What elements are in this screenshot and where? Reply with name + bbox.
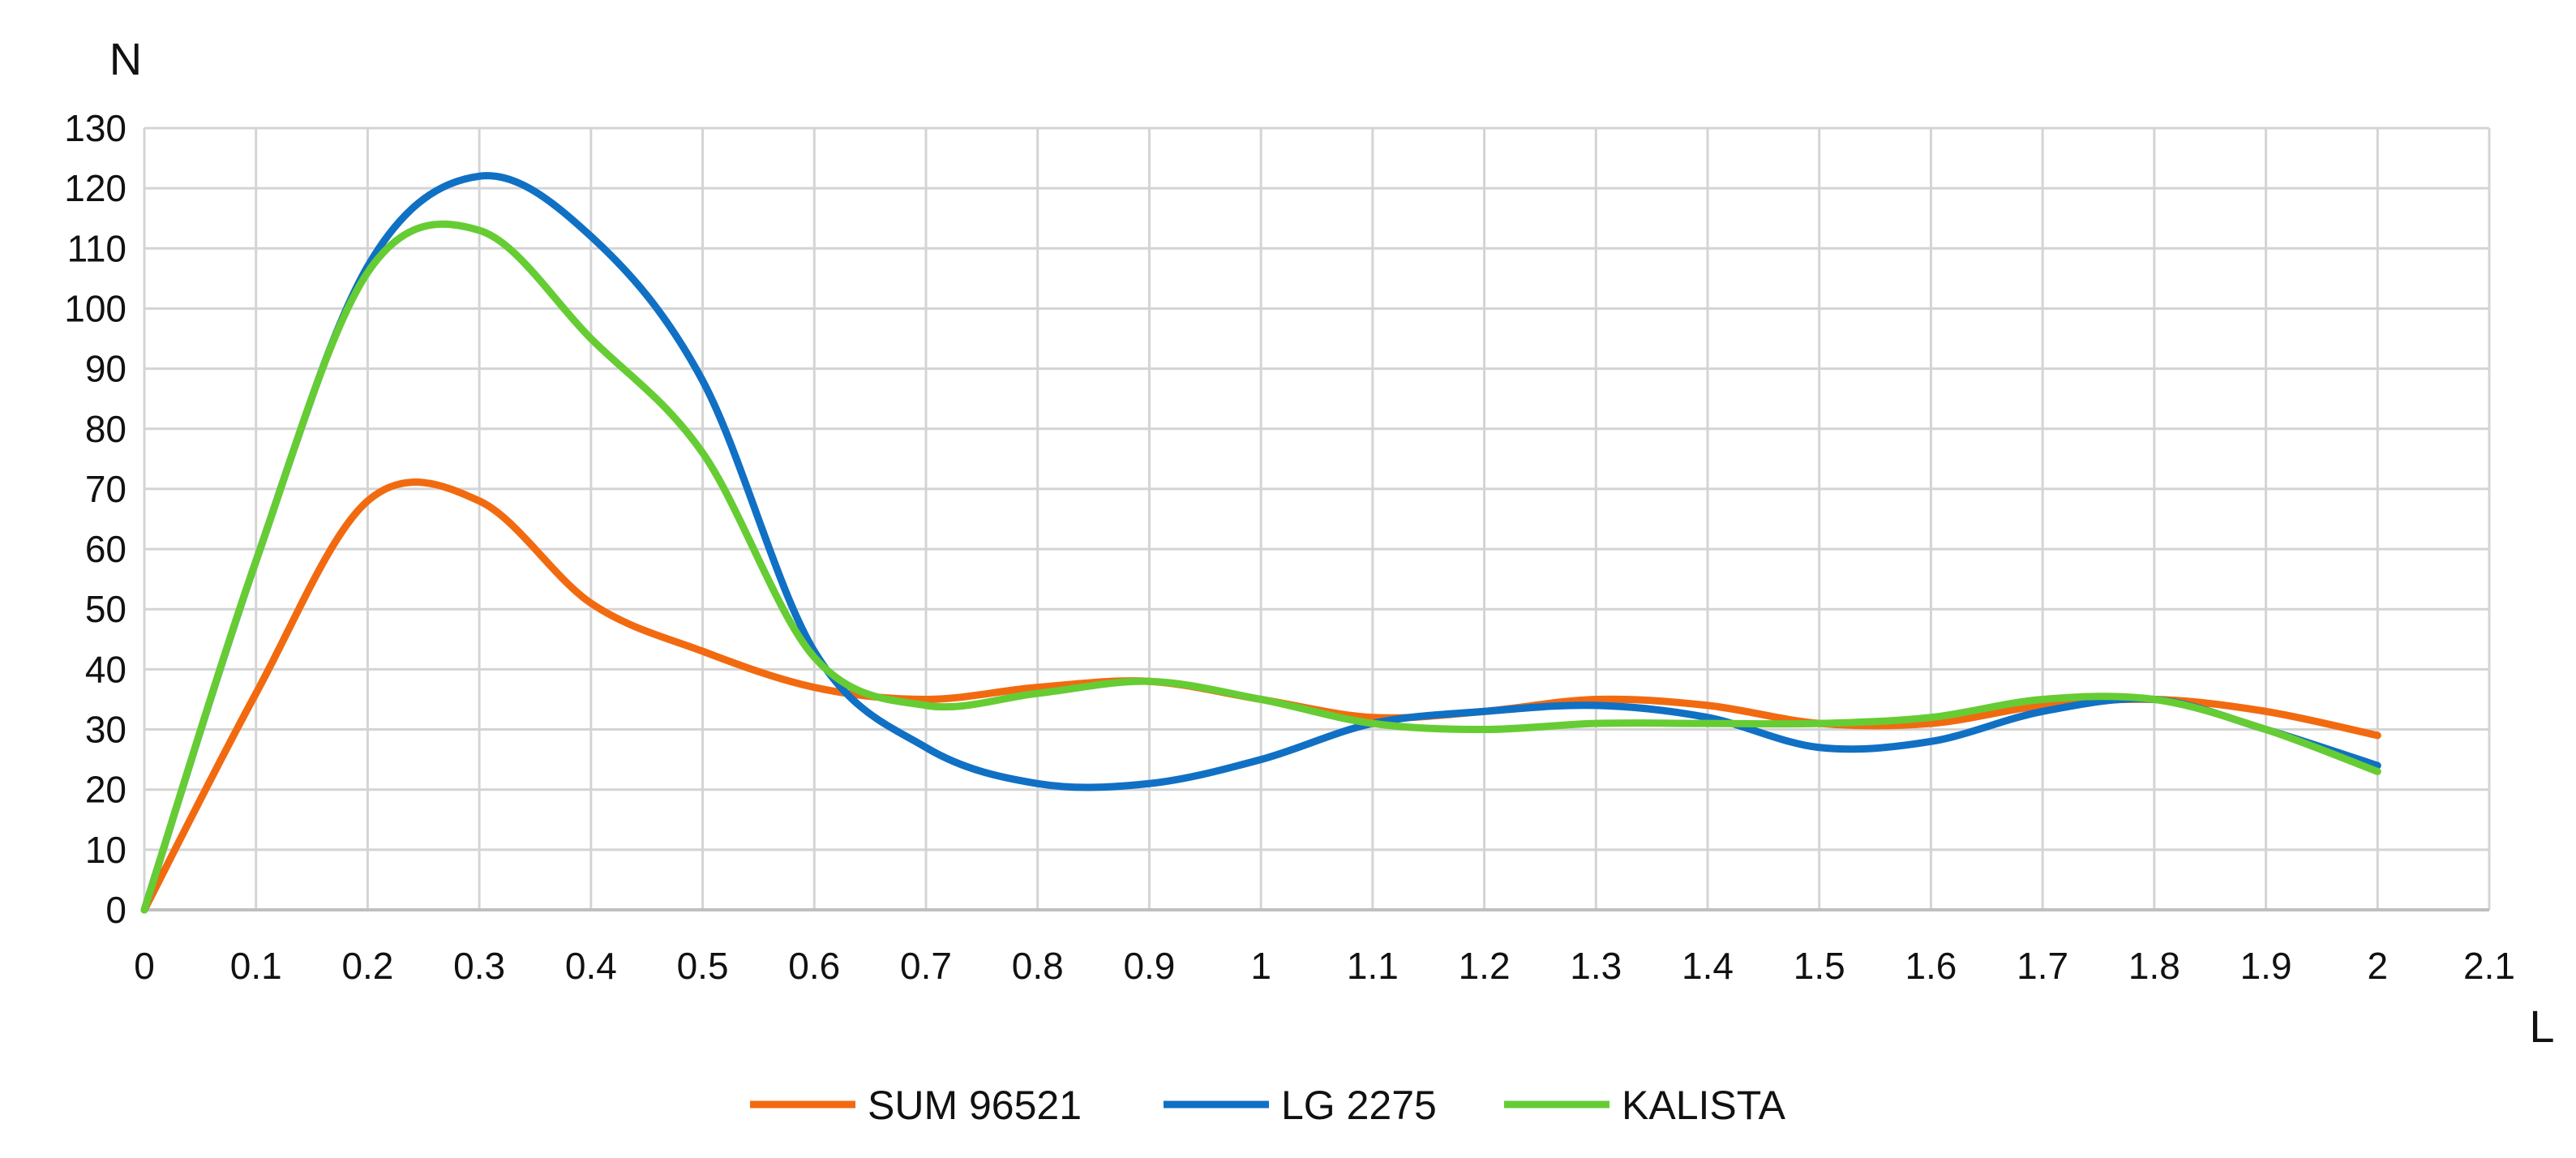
x-tick-label: 1 bbox=[1250, 945, 1271, 987]
x-tick-label: 0.9 bbox=[1123, 945, 1175, 987]
y-tick-label: 80 bbox=[85, 408, 126, 450]
x-tick-label: 0.5 bbox=[677, 945, 729, 987]
legend-label: LG 2275 bbox=[1281, 1083, 1437, 1128]
x-tick-label: 1.6 bbox=[1905, 945, 1957, 987]
y-tick-label: 60 bbox=[85, 528, 126, 570]
y-tick-label: 70 bbox=[85, 468, 126, 510]
x-tick-label: 1.1 bbox=[1347, 945, 1399, 987]
y-tick-label: 20 bbox=[85, 769, 126, 811]
y-axis-title: N bbox=[109, 33, 142, 84]
x-tick-label: 0.6 bbox=[788, 945, 840, 987]
y-tick-label: 110 bbox=[67, 227, 126, 269]
legend: SUM 96521 LG 2275 KALISTA bbox=[750, 1083, 1786, 1128]
legend-label: SUM 96521 bbox=[868, 1083, 1082, 1128]
x-tick-label: 1.3 bbox=[1570, 945, 1622, 987]
series-line-1 bbox=[140, 172, 2381, 914]
x-tick-label: 1.4 bbox=[1682, 945, 1734, 987]
x-tick-label: 0.3 bbox=[453, 945, 505, 987]
y-tick-label: 90 bbox=[85, 348, 126, 390]
x-tick-label: 1.2 bbox=[1459, 945, 1511, 987]
x-tick-label: 0.7 bbox=[900, 945, 952, 987]
y-tick-label: 10 bbox=[85, 829, 126, 871]
x-tick-label: 0.4 bbox=[565, 945, 617, 987]
x-tick-label: 0.2 bbox=[341, 945, 393, 987]
y-tick-label: 40 bbox=[85, 648, 126, 690]
y-tick-label: 50 bbox=[85, 588, 126, 630]
legend-label: KALISTA bbox=[1622, 1083, 1786, 1128]
y-tick-label: 30 bbox=[85, 709, 126, 751]
y-tick-label: 0 bbox=[105, 889, 126, 931]
x-tick-label: 1.7 bbox=[2017, 945, 2068, 987]
grid bbox=[143, 127, 2491, 911]
x-tick-label: 1.5 bbox=[1794, 945, 1845, 987]
x-tick-label: 2 bbox=[2367, 945, 2388, 987]
x-tick-label: 0.1 bbox=[230, 945, 282, 987]
x-tick-label: 2.1 bbox=[2463, 945, 2515, 987]
series-line-2 bbox=[140, 220, 2381, 914]
x-tick-label: 1.9 bbox=[2240, 945, 2292, 987]
x-tick-label: 0 bbox=[134, 945, 155, 987]
y-tick-label: 130 bbox=[64, 107, 126, 149]
tick-labels: 0 10 20 30 40 50 60 70 80 90 100 110 120 130 0 0.1 0.2 0.… bbox=[64, 107, 2515, 987]
x-axis-title: L bbox=[2529, 1001, 2554, 1052]
y-tick-label: 120 bbox=[64, 167, 126, 209]
x-tick-label: 0.8 bbox=[1012, 945, 1064, 987]
y-tick-label: 100 bbox=[64, 287, 126, 329]
series-lines bbox=[140, 172, 2381, 914]
x-tick-label: 1.8 bbox=[2128, 945, 2180, 987]
